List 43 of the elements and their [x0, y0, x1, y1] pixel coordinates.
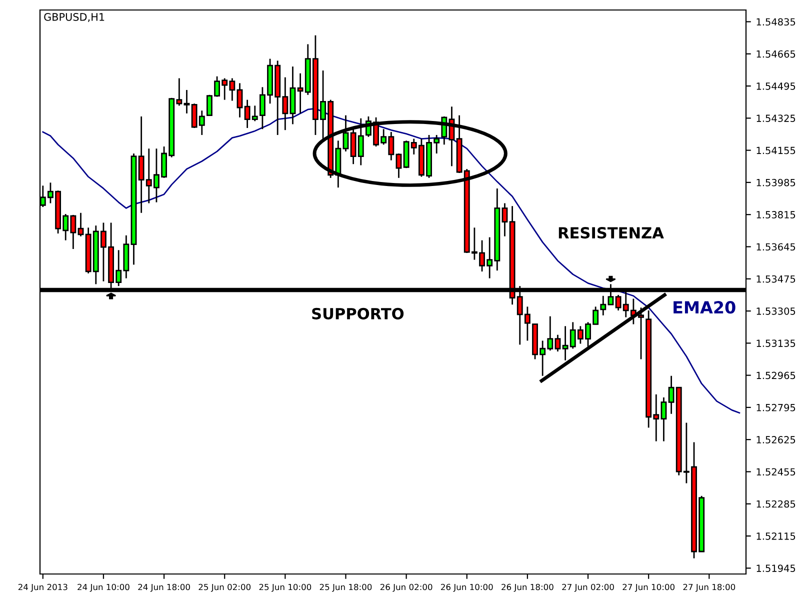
y-tick-label: 1.54495 — [756, 82, 796, 90]
x-tick-label: 27 Jun 18:00 — [683, 584, 736, 592]
y-tick-label: 1.54835 — [756, 18, 796, 26]
x-tick-label: 24 Jun 2013 — [18, 584, 68, 592]
y-tick-label: 1.53645 — [756, 243, 796, 251]
series-label: EMA20 — [674, 301, 736, 314]
x-tick-label: 27 Jun 02:00 — [562, 584, 614, 592]
y-tick-label: 1.52455 — [756, 468, 796, 476]
y-tick-label: 1.52965 — [756, 372, 796, 380]
candlestick — [638, 306, 644, 360]
y-tick-label: 1.53475 — [756, 275, 796, 283]
annotation: RESISTENZA — [558, 227, 664, 239]
candlestick — [236, 82, 243, 118]
y-tick-label: 1.53985 — [756, 178, 796, 186]
y-tick-label: 1.52625 — [756, 436, 796, 444]
candlestick — [78, 212, 84, 238]
line-series — [42, 108, 740, 414]
candlestick — [502, 202, 508, 238]
x-tick-label: 27 Jun 10:00 — [622, 584, 674, 592]
candlestick — [184, 89, 190, 114]
candlestick — [396, 152, 402, 179]
x-tick-label: 25 Jun 10:00 — [259, 584, 312, 592]
chart-title: GBPUSD,H1 — [44, 13, 104, 22]
x-tick-label: 26 Jun 10:00 — [441, 584, 493, 592]
y-tick-label: 1.53135 — [756, 340, 796, 347]
y-tick-label: 1.53305 — [756, 307, 796, 315]
ref-line-label: SUPPORTO — [312, 308, 404, 320]
y-tick-label: 1.54155 — [756, 146, 796, 154]
x-tick-label: 26 Jun 02:00 — [380, 584, 432, 592]
x-tick-label: 24 Jun 18:00 — [138, 584, 190, 592]
y-tick-label: 1.51945 — [756, 564, 796, 572]
x-tick-label: 26 Jun 18:00 — [502, 584, 554, 592]
x-tick-label: 25 Jun 18:00 — [320, 584, 372, 592]
y-tick-label: 1.52285 — [756, 500, 796, 508]
y-tick-label: 1.54325 — [756, 114, 796, 122]
y-tick-label: 1.52795 — [756, 404, 796, 412]
x-tick-label: 25 Jun 02:00 — [198, 584, 251, 592]
candlestick — [554, 334, 561, 352]
y-tick-label: 1.52115 — [756, 532, 796, 540]
x-tick-label: 24 Jun 10:00 — [78, 584, 130, 592]
y-tick-label: 1.54665 — [756, 50, 796, 58]
candlestick — [660, 396, 667, 442]
y-tick-label: 1.53815 — [756, 211, 796, 218]
